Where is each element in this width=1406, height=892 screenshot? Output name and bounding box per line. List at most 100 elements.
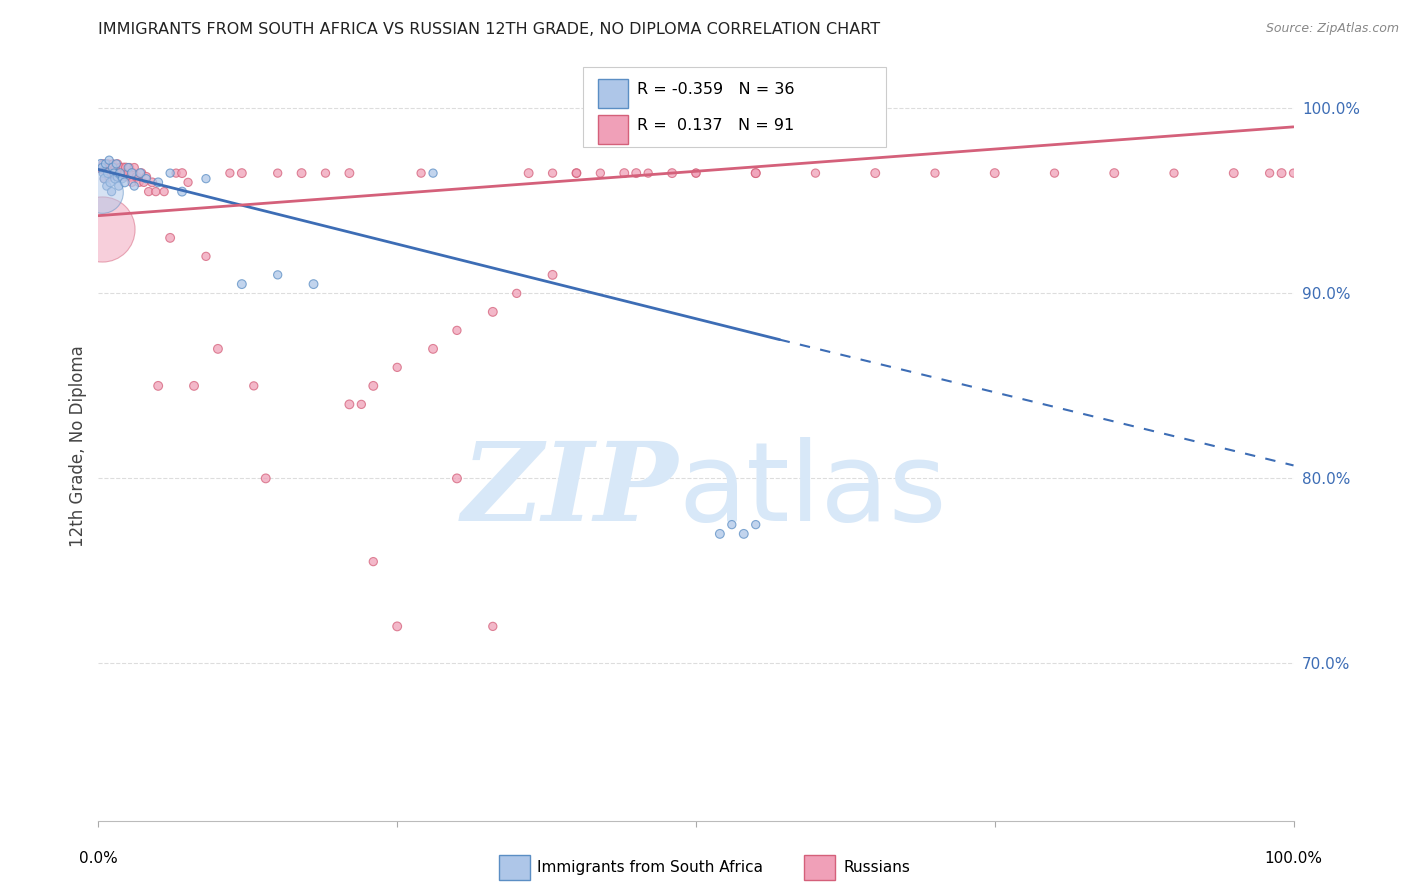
Point xyxy=(446,323,468,337)
Point xyxy=(745,166,768,180)
Point xyxy=(745,517,768,532)
Point xyxy=(96,179,118,194)
Point xyxy=(685,166,707,180)
Point xyxy=(183,379,205,393)
Point xyxy=(363,379,385,393)
Point xyxy=(100,166,122,180)
Point xyxy=(98,169,121,184)
Point xyxy=(481,305,505,319)
Text: IMMIGRANTS FROM SOUTH AFRICA VS RUSSIAN 12TH GRADE, NO DIPLOMA CORRELATION CHART: IMMIGRANTS FROM SOUTH AFRICA VS RUSSIAN … xyxy=(98,22,880,37)
Point xyxy=(110,166,132,180)
Point xyxy=(153,185,176,199)
Point xyxy=(363,555,385,569)
Point xyxy=(135,171,157,186)
Point xyxy=(541,268,564,282)
Point xyxy=(1223,166,1246,180)
Point xyxy=(207,342,229,356)
Point xyxy=(117,166,139,180)
Point xyxy=(231,166,253,180)
Point xyxy=(115,169,138,184)
Point xyxy=(637,166,659,180)
Point xyxy=(267,268,290,282)
Point xyxy=(128,175,150,189)
Point xyxy=(115,161,138,175)
Point xyxy=(422,166,444,180)
Point xyxy=(108,161,131,175)
Point xyxy=(159,166,181,180)
Point xyxy=(721,517,744,532)
Point xyxy=(97,166,120,180)
Point xyxy=(165,166,187,180)
Point xyxy=(1043,166,1066,180)
Point xyxy=(267,166,290,180)
Point xyxy=(350,397,373,411)
Point xyxy=(1271,166,1294,180)
Point xyxy=(100,185,122,199)
Point xyxy=(96,166,118,180)
Point xyxy=(104,171,127,186)
Point xyxy=(125,169,148,184)
Point xyxy=(121,166,143,180)
Point xyxy=(91,162,114,177)
Point xyxy=(118,161,141,175)
Point xyxy=(302,277,325,292)
Point xyxy=(107,169,129,184)
Point xyxy=(120,169,142,184)
Point xyxy=(107,157,129,171)
Point xyxy=(172,185,194,199)
Point xyxy=(98,153,121,168)
Point xyxy=(589,166,612,180)
Point xyxy=(93,171,115,186)
Point xyxy=(138,185,160,199)
Point xyxy=(91,157,114,171)
Text: R =  0.137   N = 91: R = 0.137 N = 91 xyxy=(637,118,794,133)
Point xyxy=(613,166,636,180)
Point xyxy=(91,221,114,235)
Point xyxy=(103,166,125,180)
Point xyxy=(243,379,266,393)
Point xyxy=(159,231,181,245)
Point xyxy=(685,166,707,180)
Text: Russians: Russians xyxy=(844,861,911,875)
Point xyxy=(661,166,683,180)
Point xyxy=(108,166,131,180)
Point xyxy=(446,471,468,485)
Point xyxy=(91,166,114,180)
Point xyxy=(1104,166,1126,180)
Point xyxy=(565,166,588,180)
Point xyxy=(422,342,444,356)
Point xyxy=(141,175,163,189)
Point xyxy=(122,166,145,180)
Point xyxy=(924,166,946,180)
Point xyxy=(804,166,827,180)
Point xyxy=(385,619,409,633)
Point xyxy=(114,166,136,180)
Point xyxy=(172,166,194,180)
Point xyxy=(91,185,114,199)
Point xyxy=(135,169,157,184)
Point xyxy=(131,166,153,180)
Point xyxy=(148,175,170,189)
Point xyxy=(93,171,115,186)
Point xyxy=(709,527,731,541)
Point xyxy=(1163,166,1185,180)
Point xyxy=(91,161,114,175)
Text: Immigrants from South Africa: Immigrants from South Africa xyxy=(537,861,763,875)
Point xyxy=(103,166,125,180)
Point xyxy=(984,166,1007,180)
Point xyxy=(315,166,337,180)
Point xyxy=(219,166,242,180)
Point xyxy=(98,161,122,175)
Point xyxy=(105,157,128,171)
Point xyxy=(124,161,146,175)
Point xyxy=(541,166,564,180)
Text: atlas: atlas xyxy=(678,437,946,544)
Point xyxy=(231,277,253,292)
Point xyxy=(626,166,648,180)
Point xyxy=(98,175,122,189)
Point xyxy=(745,166,768,180)
Point xyxy=(339,397,361,411)
Point xyxy=(101,161,124,175)
Text: ZIP: ZIP xyxy=(461,437,678,545)
Point xyxy=(411,166,433,180)
